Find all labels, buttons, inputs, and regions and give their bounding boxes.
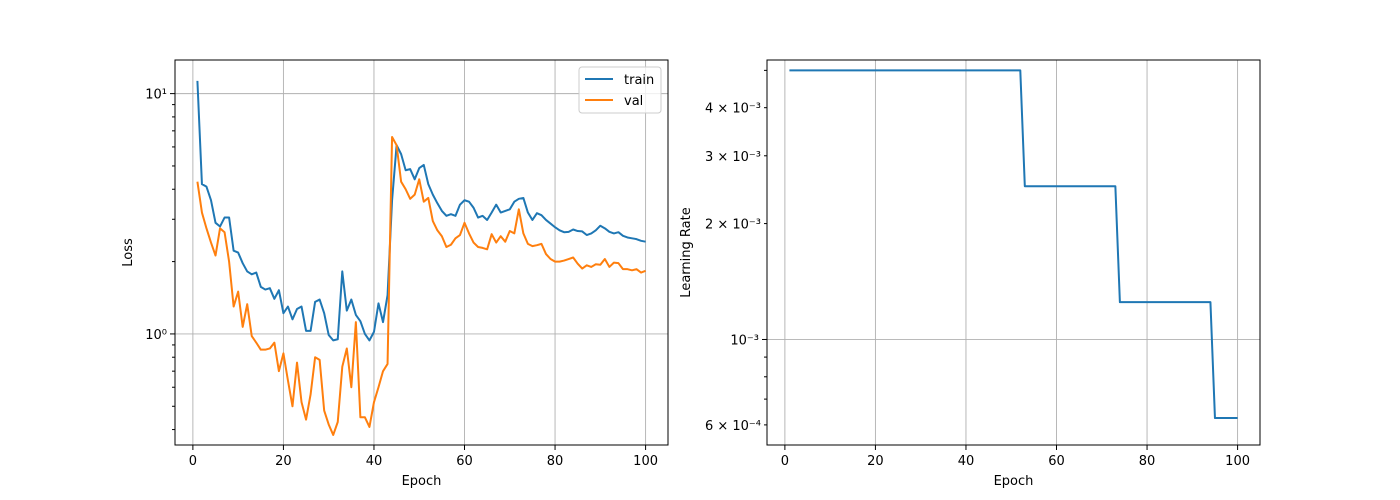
lr-x-axis-label: Epoch [994, 474, 1034, 489]
x-tick-label: 60 [456, 454, 473, 469]
x-tick-label: 100 [1225, 454, 1250, 469]
learning-rate-panel: 0 20 40 60 80 100 10⁻³ 6 × 10⁻⁴ 2 × 10⁻³ 3 × 10⁻³… [679, 59, 1261, 489]
lr-axes-frame [766, 59, 1261, 446]
y-tick-label: 10⁰ [145, 328, 167, 343]
x-tick-label: 40 [366, 454, 383, 469]
loss-lines [196, 80, 646, 436]
x-tick-label: 100 [633, 454, 658, 469]
series-line-learning-rate [789, 69, 1238, 420]
x-tick-label: 0 [781, 454, 789, 469]
loss-axes-frame [174, 59, 669, 446]
lr-lines [789, 69, 1238, 420]
y-minor-tick-label: 6 × 10⁻⁴ [705, 419, 761, 434]
lr-grid [767, 60, 1260, 445]
legend-label-train: train [624, 73, 654, 88]
series-line-train [196, 80, 646, 342]
loss-x-axis-label: Epoch [402, 474, 442, 489]
x-tick-label: 20 [867, 454, 884, 469]
lr-ticks: 0 20 40 60 80 100 10⁻³ 6 × 10⁻⁴ 2 × 10⁻³ 3 × 10⁻³… [705, 69, 1250, 469]
y-minor-tick-label: 3 × 10⁻³ [705, 150, 761, 165]
loss-ticks: 0 20 40 60 80 100 10⁰ 10¹ [145, 88, 658, 469]
y-tick-label: 10¹ [145, 88, 167, 103]
loss-y-axis-label: Loss [121, 238, 136, 267]
x-tick-label: 80 [1139, 454, 1156, 469]
y-minor-tick-label: 4 × 10⁻³ [705, 102, 761, 117]
series-line-val [196, 135, 646, 436]
x-tick-label: 40 [958, 454, 975, 469]
loss-grid [175, 60, 668, 445]
loss-legend: train val [578, 66, 662, 114]
x-tick-label: 80 [547, 454, 564, 469]
x-tick-label: 20 [275, 454, 292, 469]
x-tick-label: 0 [189, 454, 197, 469]
y-tick-label: 10⁻³ [730, 333, 759, 348]
loss-panel: 0 20 40 60 80 100 10⁰ 10¹ Epoch Loss train val [121, 59, 669, 489]
legend-label-val: val [624, 94, 643, 109]
lr-y-axis-label: Learning Rate [679, 207, 694, 297]
x-tick-label: 60 [1048, 454, 1065, 469]
y-minor-tick-label: 2 × 10⁻³ [705, 218, 761, 233]
